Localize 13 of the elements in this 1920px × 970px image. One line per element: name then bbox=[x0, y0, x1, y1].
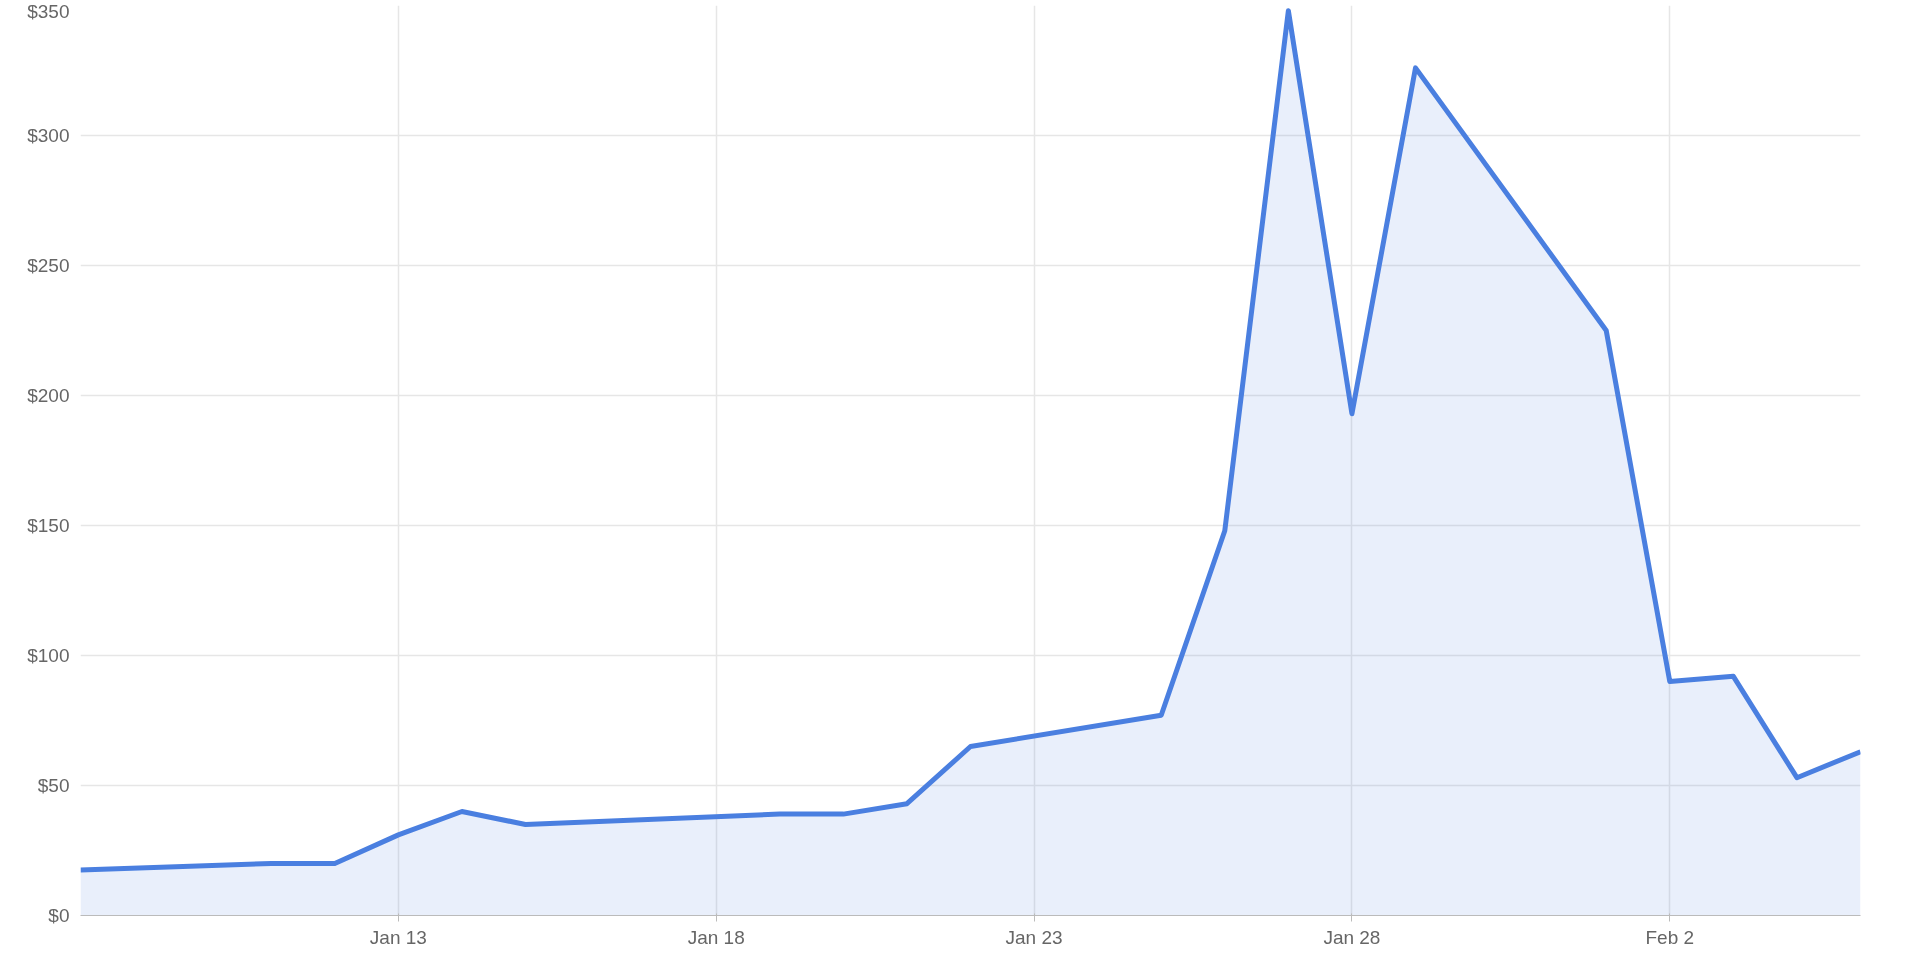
x-tick-label: Feb 2 bbox=[1645, 926, 1695, 948]
y-tick-label: $200 bbox=[27, 385, 70, 406]
y-tick-label: $50 bbox=[37, 775, 70, 796]
y-tick-label: $100 bbox=[27, 645, 70, 666]
y-tick-label: $150 bbox=[27, 515, 70, 536]
x-tick-label: Jan 13 bbox=[369, 926, 427, 948]
y-tick-label: $250 bbox=[27, 255, 70, 276]
x-tick-label: Jan 23 bbox=[1005, 926, 1063, 948]
y-tick-label: $300 bbox=[27, 125, 70, 146]
x-tick-label: Jan 18 bbox=[687, 926, 745, 948]
y-tick-label: $350 bbox=[27, 0, 70, 22]
y-tick-label: $0 bbox=[48, 905, 70, 926]
x-tick-label: Jan 28 bbox=[1323, 926, 1381, 948]
